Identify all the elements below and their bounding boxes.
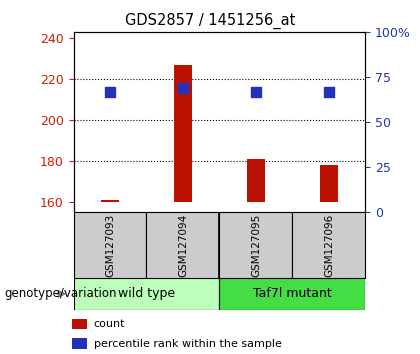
Bar [147,212,220,278]
Bar [72,338,87,349]
Text: GSM127096: GSM127096 [324,213,334,277]
Bar [247,159,265,202]
Bar [220,278,365,310]
Bar [220,212,292,278]
Text: GDS2857 / 1451256_at: GDS2857 / 1451256_at [125,12,295,29]
Text: Taf7l mutant: Taf7l mutant [253,287,332,300]
Bar [74,212,147,278]
Text: wild type: wild type [118,287,175,300]
Bar [320,165,338,202]
Text: GSM127093: GSM127093 [105,213,115,277]
Bar [72,319,87,329]
Bar [292,212,365,278]
Bar [74,278,220,310]
Text: percentile rank within the sample: percentile rank within the sample [94,338,281,349]
Bar [101,200,119,202]
Point [252,89,259,95]
Point [326,89,332,95]
Point [107,90,113,95]
Text: count: count [94,319,125,329]
Bar [174,65,192,202]
Text: GSM127094: GSM127094 [178,213,188,277]
Text: GSM127095: GSM127095 [251,213,261,277]
Point [180,85,186,91]
Text: genotype/variation: genotype/variation [4,287,117,300]
